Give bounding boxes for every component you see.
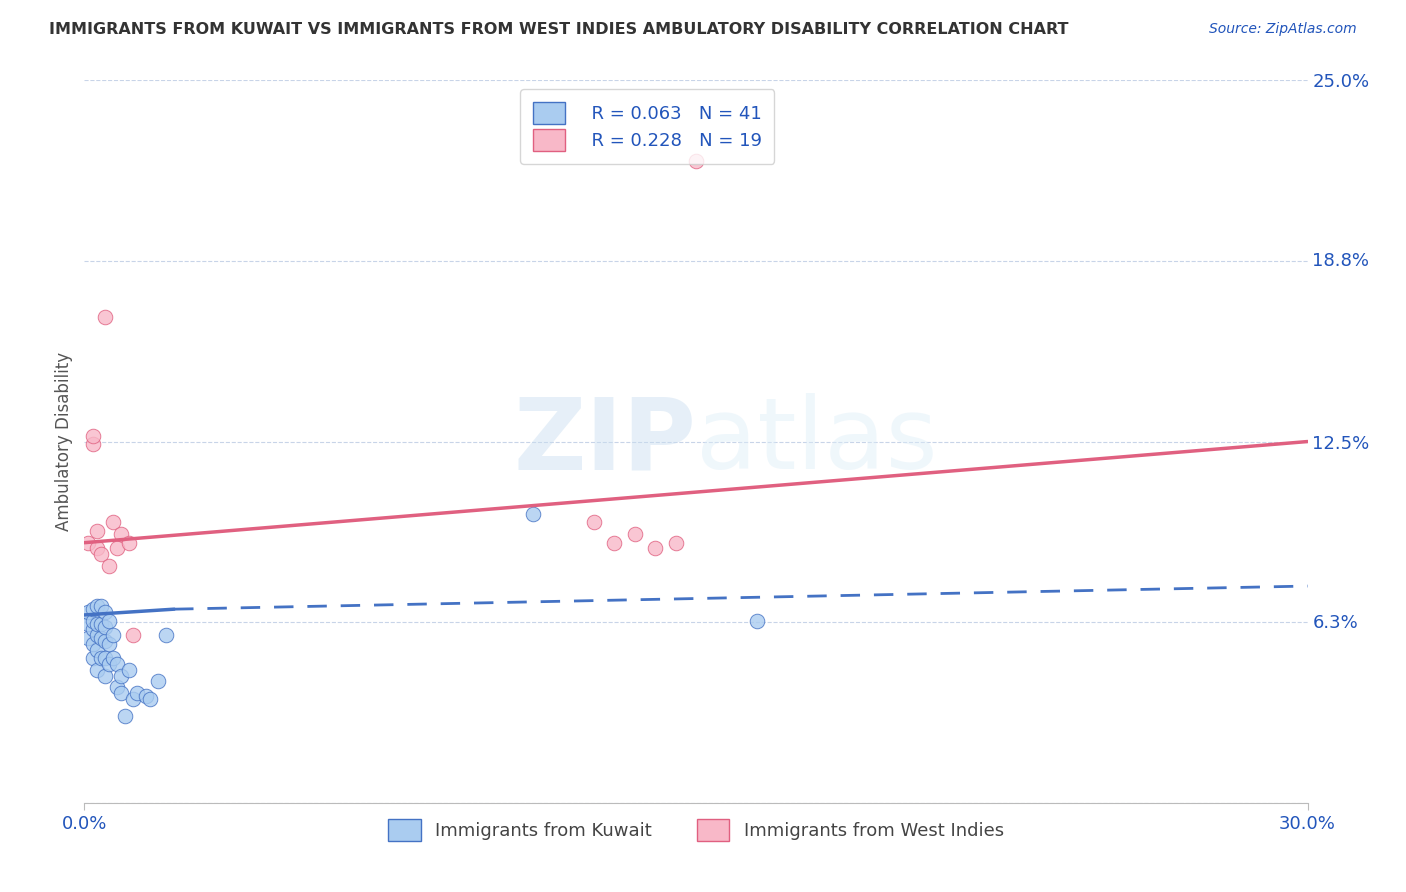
Point bbox=[93, 619, 115, 633]
Point bbox=[105, 680, 128, 694]
Point bbox=[86, 541, 108, 556]
Point bbox=[86, 616, 108, 631]
Point bbox=[644, 541, 666, 556]
Point bbox=[90, 599, 112, 614]
Point bbox=[603, 535, 626, 549]
Point bbox=[86, 642, 108, 657]
Point bbox=[82, 429, 104, 443]
Point bbox=[122, 691, 145, 706]
Point bbox=[97, 614, 120, 628]
Y-axis label: Ambulatory Disability: Ambulatory Disability bbox=[55, 352, 73, 531]
Legend: Immigrants from Kuwait, Immigrants from West Indies: Immigrants from Kuwait, Immigrants from … bbox=[381, 812, 1011, 848]
Point bbox=[122, 628, 145, 642]
Point bbox=[97, 657, 120, 671]
Point bbox=[93, 668, 115, 682]
Text: IMMIGRANTS FROM KUWAIT VS IMMIGRANTS FROM WEST INDIES AMBULATORY DISABILITY CORR: IMMIGRANTS FROM KUWAIT VS IMMIGRANTS FRO… bbox=[49, 22, 1069, 37]
Point bbox=[583, 516, 606, 530]
Point bbox=[135, 689, 157, 703]
Point bbox=[90, 547, 112, 561]
Text: atlas: atlas bbox=[696, 393, 938, 490]
Point bbox=[114, 709, 136, 723]
Point bbox=[82, 437, 104, 451]
Point bbox=[86, 524, 108, 538]
Point bbox=[522, 507, 544, 521]
Text: ZIP: ZIP bbox=[513, 393, 696, 490]
Point bbox=[665, 535, 688, 549]
Point bbox=[93, 651, 115, 665]
Point bbox=[82, 614, 104, 628]
Point bbox=[90, 616, 112, 631]
Point bbox=[86, 663, 108, 677]
Point bbox=[82, 623, 104, 637]
Point bbox=[97, 558, 120, 573]
Point bbox=[118, 663, 141, 677]
Point bbox=[105, 657, 128, 671]
Point bbox=[86, 599, 108, 614]
Point bbox=[101, 516, 124, 530]
Point bbox=[93, 605, 115, 619]
Point bbox=[93, 310, 115, 325]
Point bbox=[93, 634, 115, 648]
Point bbox=[110, 686, 132, 700]
Point bbox=[101, 628, 124, 642]
Point bbox=[624, 527, 647, 541]
Point bbox=[86, 628, 108, 642]
Point bbox=[82, 637, 104, 651]
Point bbox=[97, 637, 120, 651]
Point bbox=[77, 535, 100, 549]
Point bbox=[77, 616, 100, 631]
Point bbox=[138, 691, 160, 706]
Point bbox=[82, 651, 104, 665]
Point bbox=[101, 651, 124, 665]
Point bbox=[747, 614, 769, 628]
Text: Source: ZipAtlas.com: Source: ZipAtlas.com bbox=[1209, 22, 1357, 37]
Point bbox=[77, 605, 100, 619]
Point bbox=[77, 631, 100, 645]
Point bbox=[110, 668, 132, 682]
Point bbox=[127, 686, 149, 700]
Point bbox=[685, 154, 707, 169]
Point bbox=[118, 535, 141, 549]
Point bbox=[90, 631, 112, 645]
Point bbox=[105, 541, 128, 556]
Point bbox=[155, 628, 177, 642]
Point bbox=[90, 651, 112, 665]
Point bbox=[110, 527, 132, 541]
Point bbox=[82, 602, 104, 616]
Point bbox=[146, 674, 169, 689]
